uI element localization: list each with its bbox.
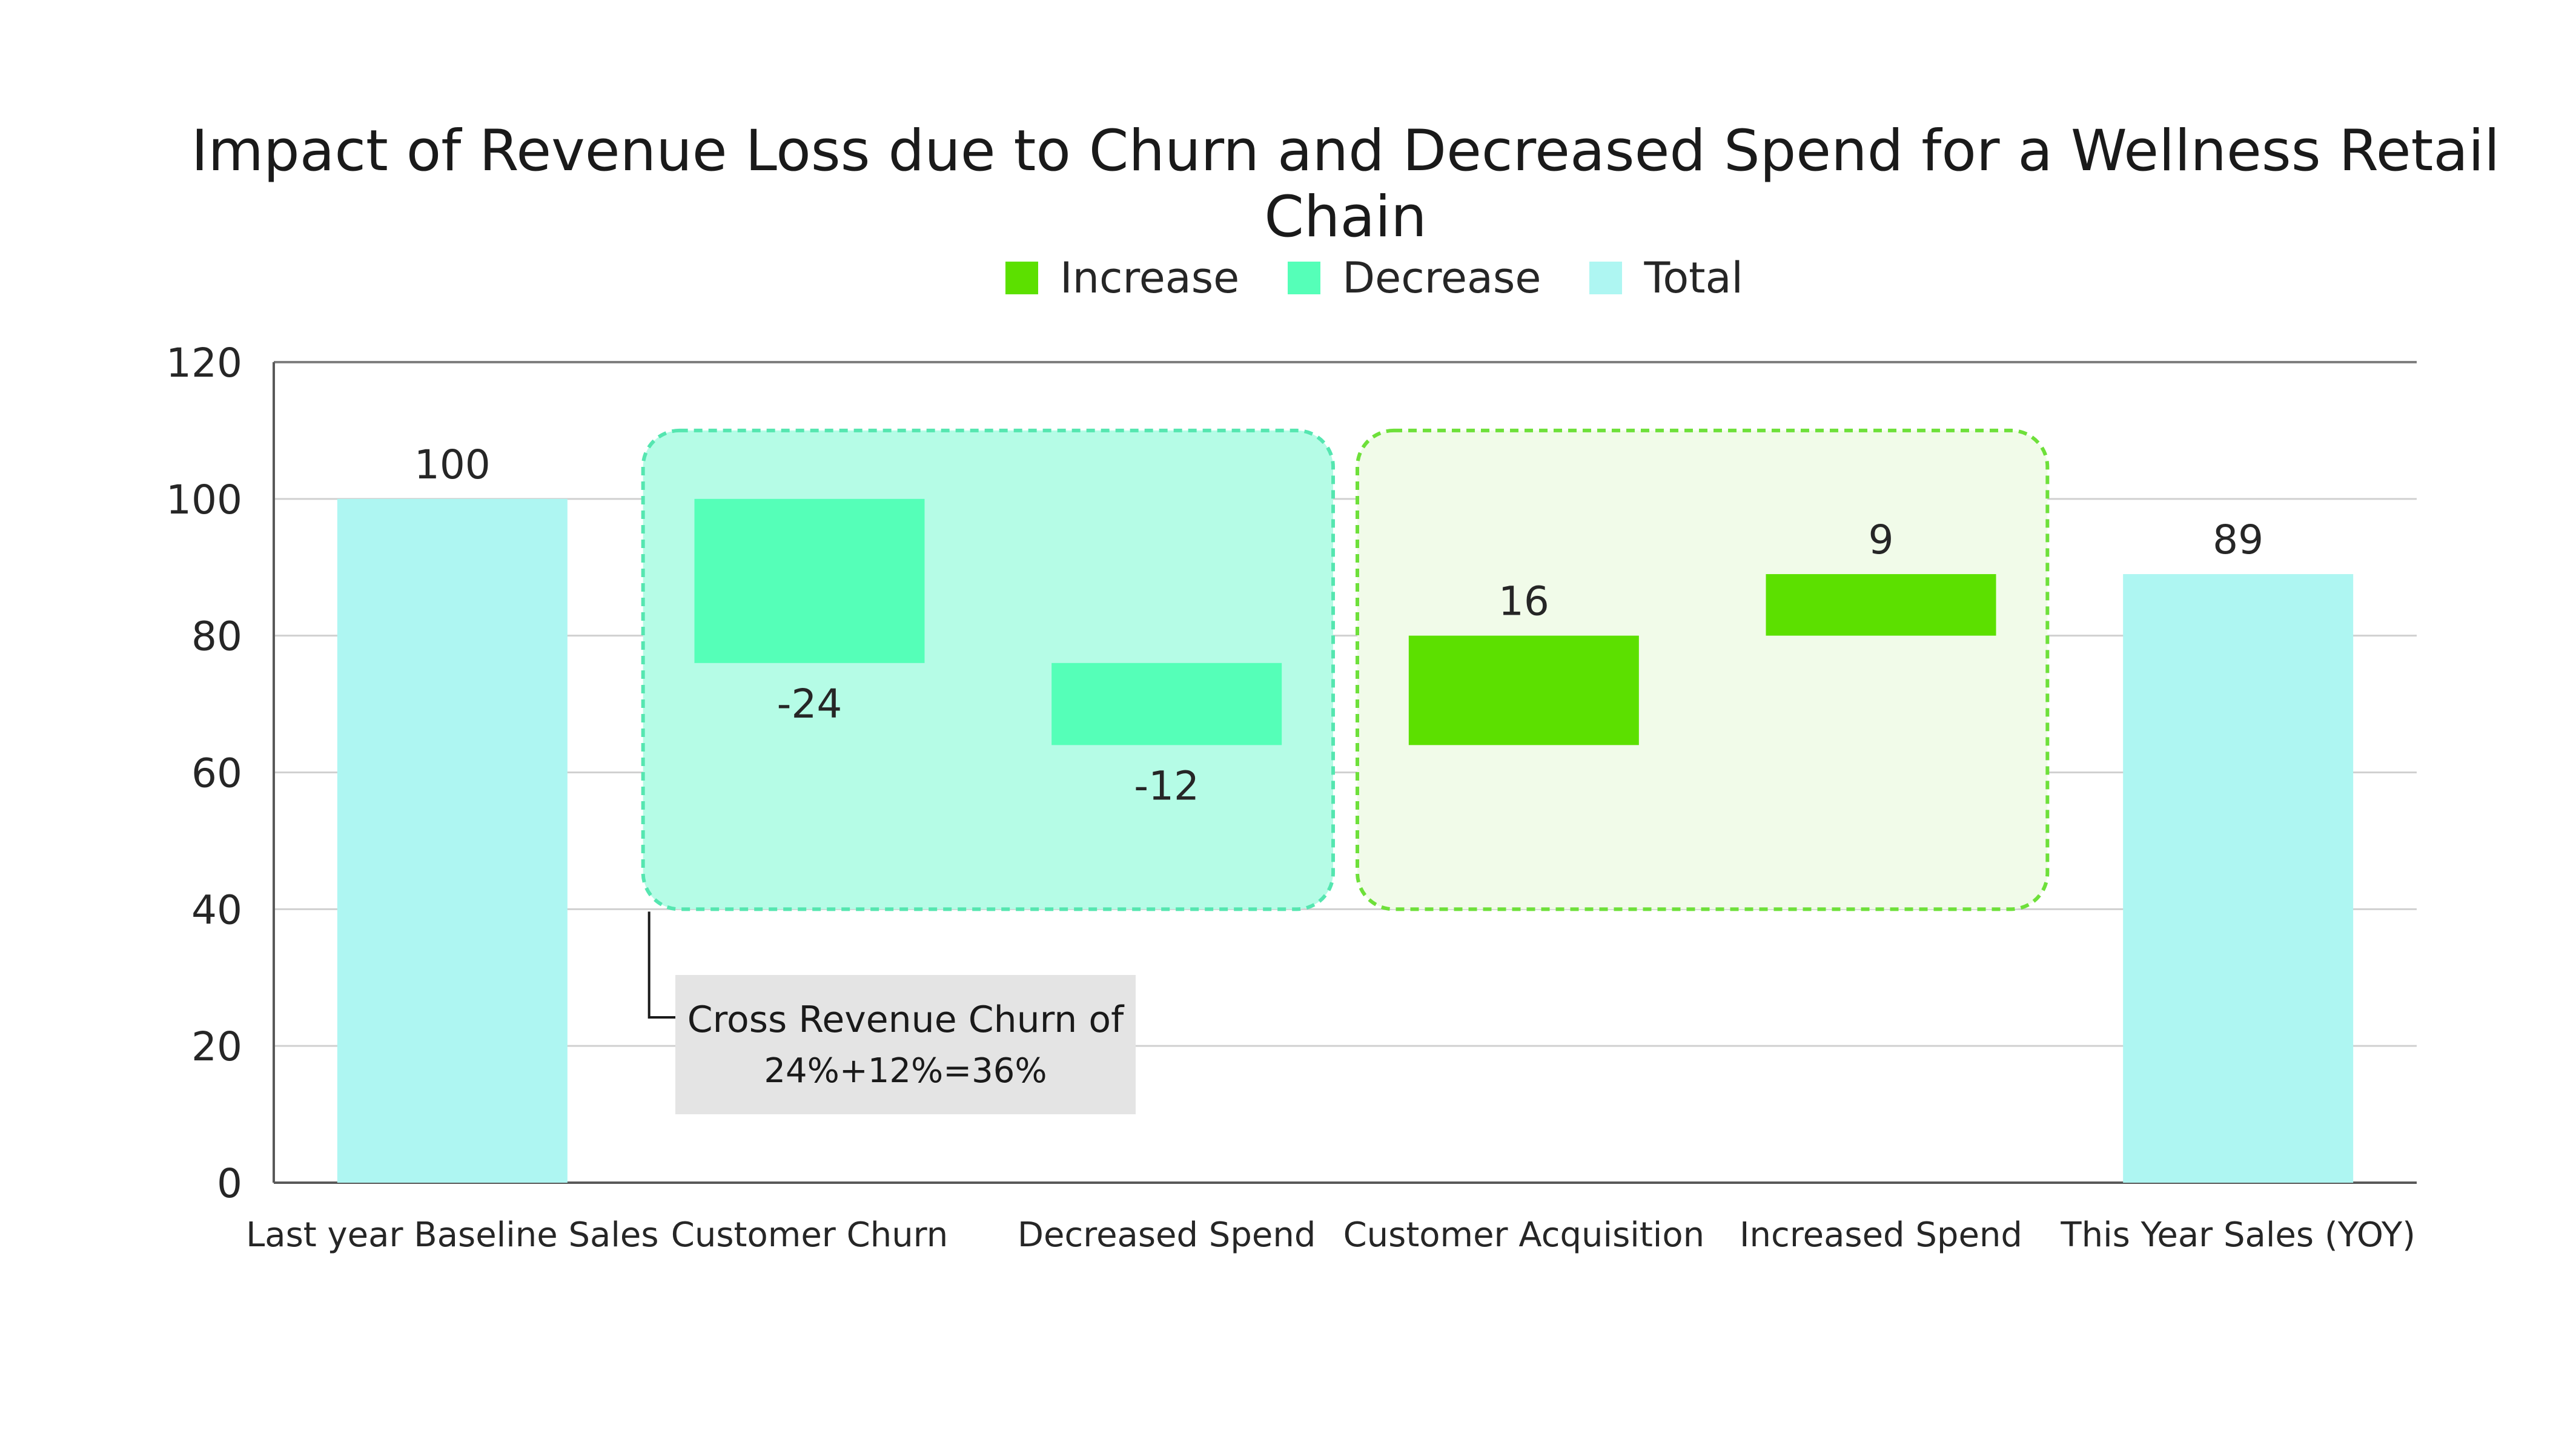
legend-label-increase: Increase bbox=[1060, 253, 1240, 303]
bar-customer-acquisition bbox=[1408, 635, 1639, 745]
increase-group-box bbox=[1356, 428, 2050, 911]
legend-swatch-decrease bbox=[1288, 262, 1321, 294]
annotation-line-1: Cross Revenue Churn of bbox=[687, 998, 1124, 1041]
bar-last-year-baseline-sales bbox=[337, 498, 568, 1183]
legend-label-decrease: Decrease bbox=[1342, 253, 1541, 303]
x-tick-label-customer-acquisition: Customer Acquisition bbox=[1343, 1215, 1705, 1255]
x-tick-label-this-year-sales-yoy: This Year Sales (YOY) bbox=[2060, 1215, 2415, 1255]
legend-label-total: Total bbox=[1644, 253, 1743, 303]
y-tick-label-20: 20 bbox=[191, 1023, 242, 1070]
legend-item-increase: Increase bbox=[1005, 253, 1239, 303]
x-tick-label-decreased-spend: Decreased Spend bbox=[1018, 1215, 1316, 1255]
y-tick-label-120: 120 bbox=[166, 340, 242, 386]
y-tick-label-60: 60 bbox=[191, 750, 242, 797]
chart-legend: Increase Decrease Total bbox=[1005, 253, 1792, 303]
y-tick-label-80: 80 bbox=[191, 613, 242, 660]
bar-customer-churn bbox=[694, 498, 925, 663]
bar-this-year-sales-yoy bbox=[2123, 574, 2354, 1183]
y-tick-label-40: 40 bbox=[191, 887, 242, 933]
legend-swatch-increase bbox=[1005, 262, 1038, 294]
bar-increased-spend bbox=[1766, 574, 1996, 636]
x-tick-label-last-year-baseline-sales: Last year Baseline Sales bbox=[246, 1215, 658, 1255]
chart-title: Impact of Revenue Loss due to Churn and … bbox=[191, 118, 2500, 250]
y-tick-label-0: 0 bbox=[217, 1160, 242, 1207]
legend-swatch-total bbox=[1589, 262, 1623, 294]
annotation-box: Cross Revenue Churn of 24%+12%=36% bbox=[675, 975, 1136, 1114]
bar-decreased-spend bbox=[1051, 662, 1282, 745]
y-tick-label-100: 100 bbox=[166, 477, 242, 523]
x-tick-label-increased-spend: Increased Spend bbox=[1740, 1215, 2022, 1255]
annotation-connector bbox=[647, 911, 675, 1019]
legend-item-decrease: Decrease bbox=[1288, 253, 1541, 303]
data-label-decreased-spend: -12 bbox=[1134, 762, 1199, 809]
data-label-increased-spend: 9 bbox=[1869, 517, 1894, 563]
data-label-this-year-sales-yoy: 89 bbox=[2213, 517, 2263, 563]
data-label-customer-churn: -24 bbox=[777, 681, 843, 727]
data-label-last-year-baseline-sales: 100 bbox=[414, 441, 491, 488]
x-tick-label-customer-churn: Customer Churn bbox=[671, 1215, 948, 1255]
annotation-line-2: 24%+12%=36% bbox=[764, 1051, 1047, 1091]
legend-item-total: Total bbox=[1589, 253, 1743, 303]
data-label-customer-acquisition: 16 bbox=[1498, 578, 1549, 625]
